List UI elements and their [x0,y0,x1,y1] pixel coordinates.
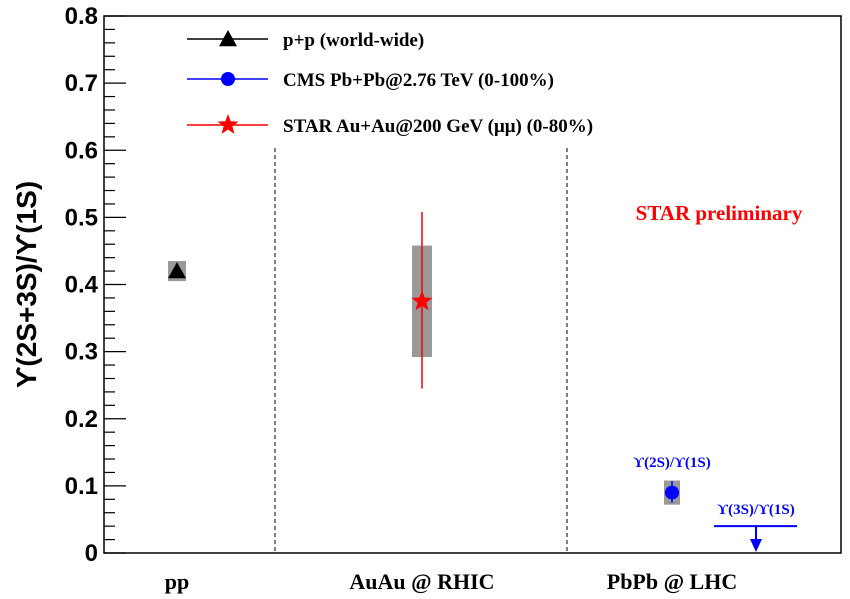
legend-marker [221,72,235,86]
category-label: PbPb @ LHC [607,569,738,594]
y-tick-label: 0.6 [65,137,98,164]
y-axis-label: ϒ(2S+3S)/ϒ(1S) [11,181,42,388]
y-tick-label: 0 [85,540,98,567]
legend-label: CMS Pb+Pb@2.76 TeV (0-100%) [283,70,554,91]
y-tick-label: 0.3 [65,339,98,366]
legend-marker [219,30,237,47]
legend-marker [217,114,239,134]
y-tick-label: 0.8 [65,3,98,30]
data-point-annotation: ϒ(2S)/ϒ(1S) [633,455,711,471]
data-point [411,290,433,311]
upper-limit-arrowhead [750,539,762,552]
preliminary-annotation: STAR preliminary [636,201,803,225]
y-tick-label: 0.7 [65,70,98,97]
y-tick-label: 0.2 [65,406,98,433]
category-label: AuAu @ RHIC [349,569,494,594]
upper-limit-annotation: ϒ(3S)/ϒ(1S) [717,502,795,518]
y-tick-label: 0.5 [65,204,98,231]
category-label: pp [165,569,189,594]
plot-frame [103,15,842,554]
data-point [665,485,679,500]
y-tick-label: 0.4 [65,272,99,299]
legend-label: p+p (world-wide) [283,30,424,51]
data-point [168,262,186,279]
legend-label: STAR Au+Au@200 GeV (μμ) (0-80%) [283,116,593,137]
y-tick-label: 0.1 [65,473,98,500]
